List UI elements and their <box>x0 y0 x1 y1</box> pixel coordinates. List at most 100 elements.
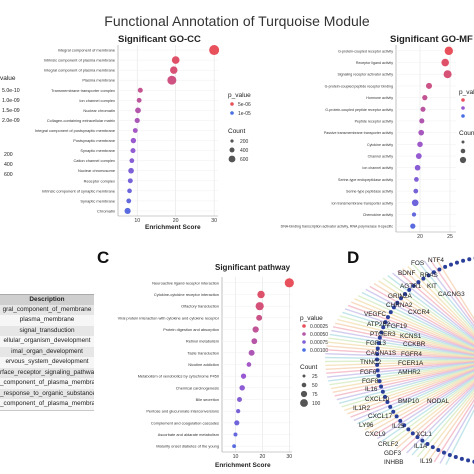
figure-title: Functional Annotation of Turquoise Modul… <box>104 13 370 29</box>
tick-label-x: 10 <box>134 218 140 224</box>
network-edge <box>429 258 474 324</box>
network-edge <box>406 384 474 454</box>
data-point <box>422 94 428 101</box>
legend-pvalue-swatch <box>230 102 234 106</box>
data-point <box>255 302 264 311</box>
network-edge <box>350 369 474 418</box>
network-node <box>425 442 430 447</box>
category-label: Retinol metabolism <box>186 339 219 344</box>
network-edge <box>364 372 474 431</box>
gene-label: BMP10 <box>398 398 419 405</box>
gene-label: GRIN2A <box>388 293 413 300</box>
legend-pvalue-label: 0.00100 <box>310 348 328 354</box>
data-point <box>410 223 416 229</box>
network-node <box>415 435 420 440</box>
network-node <box>375 362 380 367</box>
left-legend-count-item: 600 <box>4 172 13 178</box>
legend-count-swatch <box>302 374 306 378</box>
network-node <box>436 447 441 452</box>
category-label: Synaptic membrane <box>80 198 115 203</box>
tick-label-x: 25 <box>447 234 453 240</box>
network-node <box>375 357 380 362</box>
gene-label: PTGER3 <box>370 331 396 338</box>
data-point <box>134 117 140 124</box>
left-legend-item: 2.0e-09 <box>2 118 20 124</box>
category-label: Nuclear chromatin <box>83 108 115 113</box>
category-label: Intrinsic component of synaptic membrane <box>42 188 115 193</box>
network-edge <box>369 285 474 347</box>
legend-pvalue-label: 5e-06 <box>238 102 251 108</box>
network-node <box>375 352 380 357</box>
network-edge <box>382 277 474 343</box>
network-node <box>402 291 407 296</box>
network-node <box>394 414 399 419</box>
gene-label: CACNG3 <box>438 291 465 298</box>
category-label: Cytokine activity <box>367 143 393 147</box>
legend-pvalue-swatch <box>302 348 306 352</box>
network-node <box>399 296 404 301</box>
network-node <box>443 264 448 269</box>
network-node <box>398 418 403 423</box>
network-edge <box>344 367 474 412</box>
data-point <box>256 314 263 321</box>
data-point <box>237 397 242 402</box>
legend-pvalue-label: 0.00050 <box>310 332 328 338</box>
network-node <box>402 423 407 428</box>
network-node <box>416 280 421 285</box>
category-label: G-protein-coupled peptide receptor bindi… <box>325 84 393 88</box>
data-point <box>132 128 138 133</box>
legend-pvalue-label: 1e-05 <box>238 111 251 117</box>
network-node <box>375 346 380 351</box>
data-point <box>284 278 294 288</box>
legend-pvalue-swatch <box>302 340 306 344</box>
data-point <box>129 158 135 164</box>
category-label: Transmembrane transporter complex <box>51 88 115 93</box>
data-point <box>127 178 133 184</box>
data-point <box>209 45 220 56</box>
gene-label: KCNS1 <box>400 333 422 340</box>
category-label: Passive transmembrane transporter activi… <box>324 131 393 135</box>
category-label: DNA-binding transcription activator acti… <box>281 225 394 229</box>
legend-pvalue-swatch <box>461 106 465 110</box>
network-node <box>448 262 453 267</box>
network-edge <box>357 370 474 425</box>
network-node <box>437 267 442 272</box>
gene-label: FGF6 <box>360 369 377 376</box>
go-cc-pvalue-title: p_value <box>228 92 251 99</box>
network-node <box>388 404 393 409</box>
data-point <box>414 164 421 171</box>
category-label: Integral component of plasma membrane <box>44 68 115 73</box>
category-label: Receptor ligand activity <box>356 61 393 65</box>
network-edge <box>434 257 474 321</box>
gene-label: CRLF2 <box>378 441 399 448</box>
data-point <box>415 153 422 159</box>
legend-count-swatch <box>461 140 465 144</box>
data-point <box>124 207 131 215</box>
network-node <box>447 452 452 457</box>
legend-count-swatch <box>301 382 307 388</box>
category-label: Cation channel complex <box>73 158 115 163</box>
gene-label: CXCL10 <box>365 396 390 403</box>
network-node <box>379 330 384 335</box>
network-node <box>379 384 384 389</box>
category-label: Serine-type peptidase activity <box>346 190 393 194</box>
legend-count-swatch <box>229 147 235 153</box>
category-label: Integral component of membrane <box>58 48 115 53</box>
network-node <box>380 389 385 394</box>
data-point <box>236 409 241 414</box>
category-label: G-protein-coupled receptor activity <box>338 49 393 53</box>
category-label: Chemical carcinogenesis <box>176 385 219 390</box>
legend-pvalue-swatch <box>461 98 465 102</box>
left-legend-count-item: 400 <box>4 162 13 168</box>
network-node <box>381 325 386 330</box>
data-point <box>411 212 417 217</box>
network-edge <box>377 375 474 440</box>
category-label: Ion channel complex <box>79 98 115 103</box>
legend-count-label: 25 <box>312 374 318 380</box>
legend-count-label: 200 <box>240 139 249 145</box>
category-label: Intrinsic component of plasma membrane <box>44 58 115 63</box>
network-edge <box>368 373 474 434</box>
category-label: Hormone activity <box>366 96 393 100</box>
